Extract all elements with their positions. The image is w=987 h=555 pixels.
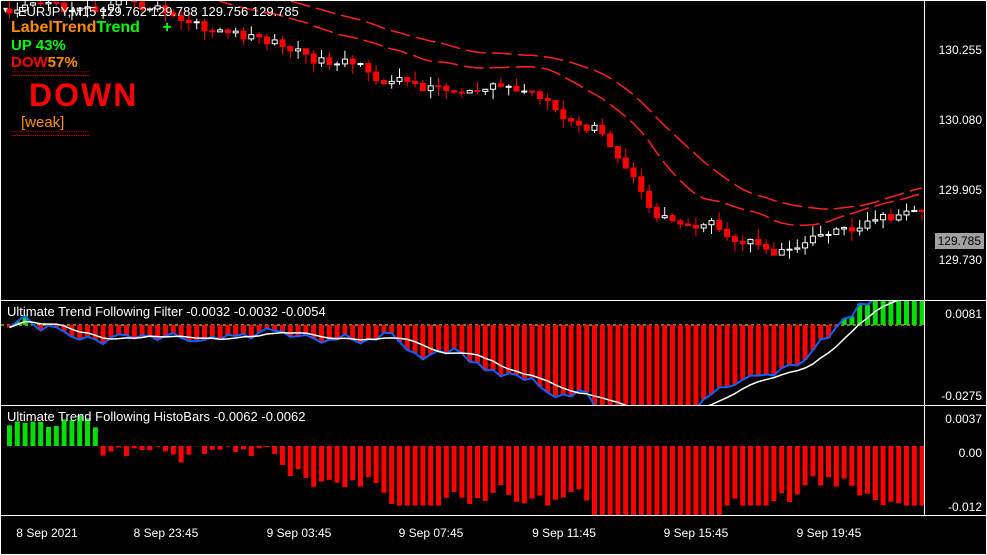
- xaxis-panel: 8 Sep 2021 8 Sep 23:45 9 Sep 03:45 9 Sep 07…: [1, 516, 986, 554]
- xaxis-tick: 9 Sep 11:45: [532, 526, 596, 540]
- xaxis-tick: 8 Sep 2021: [16, 526, 77, 540]
- xaxis-tick: 9 Sep 15:45: [664, 526, 729, 540]
- yaxis-tick: 0.00: [959, 446, 982, 460]
- ind2-header: Ultimate Trend Following HistoBars -0.00…: [7, 409, 305, 424]
- ind1-yaxis: 0.0081 -0.0275: [924, 301, 986, 405]
- yaxis-tick: 0.0037: [945, 412, 982, 426]
- yaxis-tick: 0.0081: [945, 307, 982, 321]
- symbol-timeframe: EURJPY,M15: [18, 4, 97, 19]
- yaxis-tick: 130.255: [939, 43, 982, 57]
- trend-overlay: LabelTrendTrend + UP 43% DOW57% ::::::::…: [11, 19, 172, 137]
- ohlc-c: 129.785: [252, 4, 299, 19]
- ind1-v0: -0.0032: [186, 304, 230, 319]
- trend-strength: [weak]: [11, 114, 172, 131]
- yaxis-tick: 129.905: [939, 183, 982, 197]
- yaxis-tick: 130.080: [939, 113, 982, 127]
- main-chart-panel[interactable]: ▾ EURJPY,M15 129.762 129.788 129.756 129…: [1, 1, 986, 301]
- ohlc-h: 129.788: [151, 4, 198, 19]
- indicator2-panel[interactable]: Ultimate Trend Following HistoBars -0.00…: [1, 406, 986, 516]
- ind2-v1: -0.0062: [261, 409, 305, 424]
- ohlc-l: 129.756: [201, 4, 248, 19]
- ind1-plot-area[interactable]: Ultimate Trend Following Filter -0.0032 …: [1, 301, 924, 405]
- xaxis-tick: 9 Sep 03:45: [267, 526, 332, 540]
- indicator1-panel[interactable]: Ultimate Trend Following Filter -0.0032 …: [1, 301, 986, 406]
- ohlc-o: 129.762: [100, 4, 147, 19]
- trend-plus-icon: +: [162, 19, 171, 36]
- main-yaxis: 130.255 130.080 129.905 129.730 129.785: [924, 1, 986, 300]
- ind1-v1: -0.0032: [234, 304, 278, 319]
- ind2-v0: -0.0062: [214, 409, 258, 424]
- chart-window[interactable]: ▾ EURJPY,M15 129.762 129.788 129.756 129…: [0, 0, 987, 555]
- xaxis-tick: 8 Sep 23:45: [134, 526, 199, 540]
- yaxis-tick: -0.012: [948, 500, 982, 514]
- main-plot-area[interactable]: ▾ EURJPY,M15 129.762 129.788 129.756 129…: [1, 1, 924, 300]
- ind2-yaxis: 0.0037 0.00 -0.012: [924, 406, 986, 515]
- xaxis-tick: 9 Sep 19:45: [797, 526, 862, 540]
- xaxis-tick: 9 Sep 07:45: [399, 526, 464, 540]
- trend-big-direction: DOWN: [11, 77, 172, 114]
- chart-header: EURJPY,M15 129.762 129.788 129.756 129.7…: [7, 4, 299, 19]
- divider-2: ::::::::::::::::::::::::::::::::::::::::…: [11, 131, 172, 137]
- trend-up-pct: UP 43%: [11, 37, 172, 54]
- ind1-name: Ultimate Trend Following Filter: [7, 304, 183, 319]
- ind2-plot-area[interactable]: Ultimate Trend Following HistoBars -0.00…: [1, 406, 924, 515]
- yaxis-tick: 129.730: [939, 253, 982, 267]
- ind2-name: Ultimate Trend Following HistoBars: [7, 409, 210, 424]
- ind1-header: Ultimate Trend Following Filter -0.0032 …: [7, 304, 326, 319]
- trend-down-pct: DOW57%: [11, 54, 172, 71]
- ind1-v2: -0.0054: [282, 304, 326, 319]
- trend-label-text: LabelTrend: [11, 19, 96, 36]
- yaxis-tick: -0.0275: [941, 389, 982, 403]
- current-price-box: 129.785: [935, 233, 984, 249]
